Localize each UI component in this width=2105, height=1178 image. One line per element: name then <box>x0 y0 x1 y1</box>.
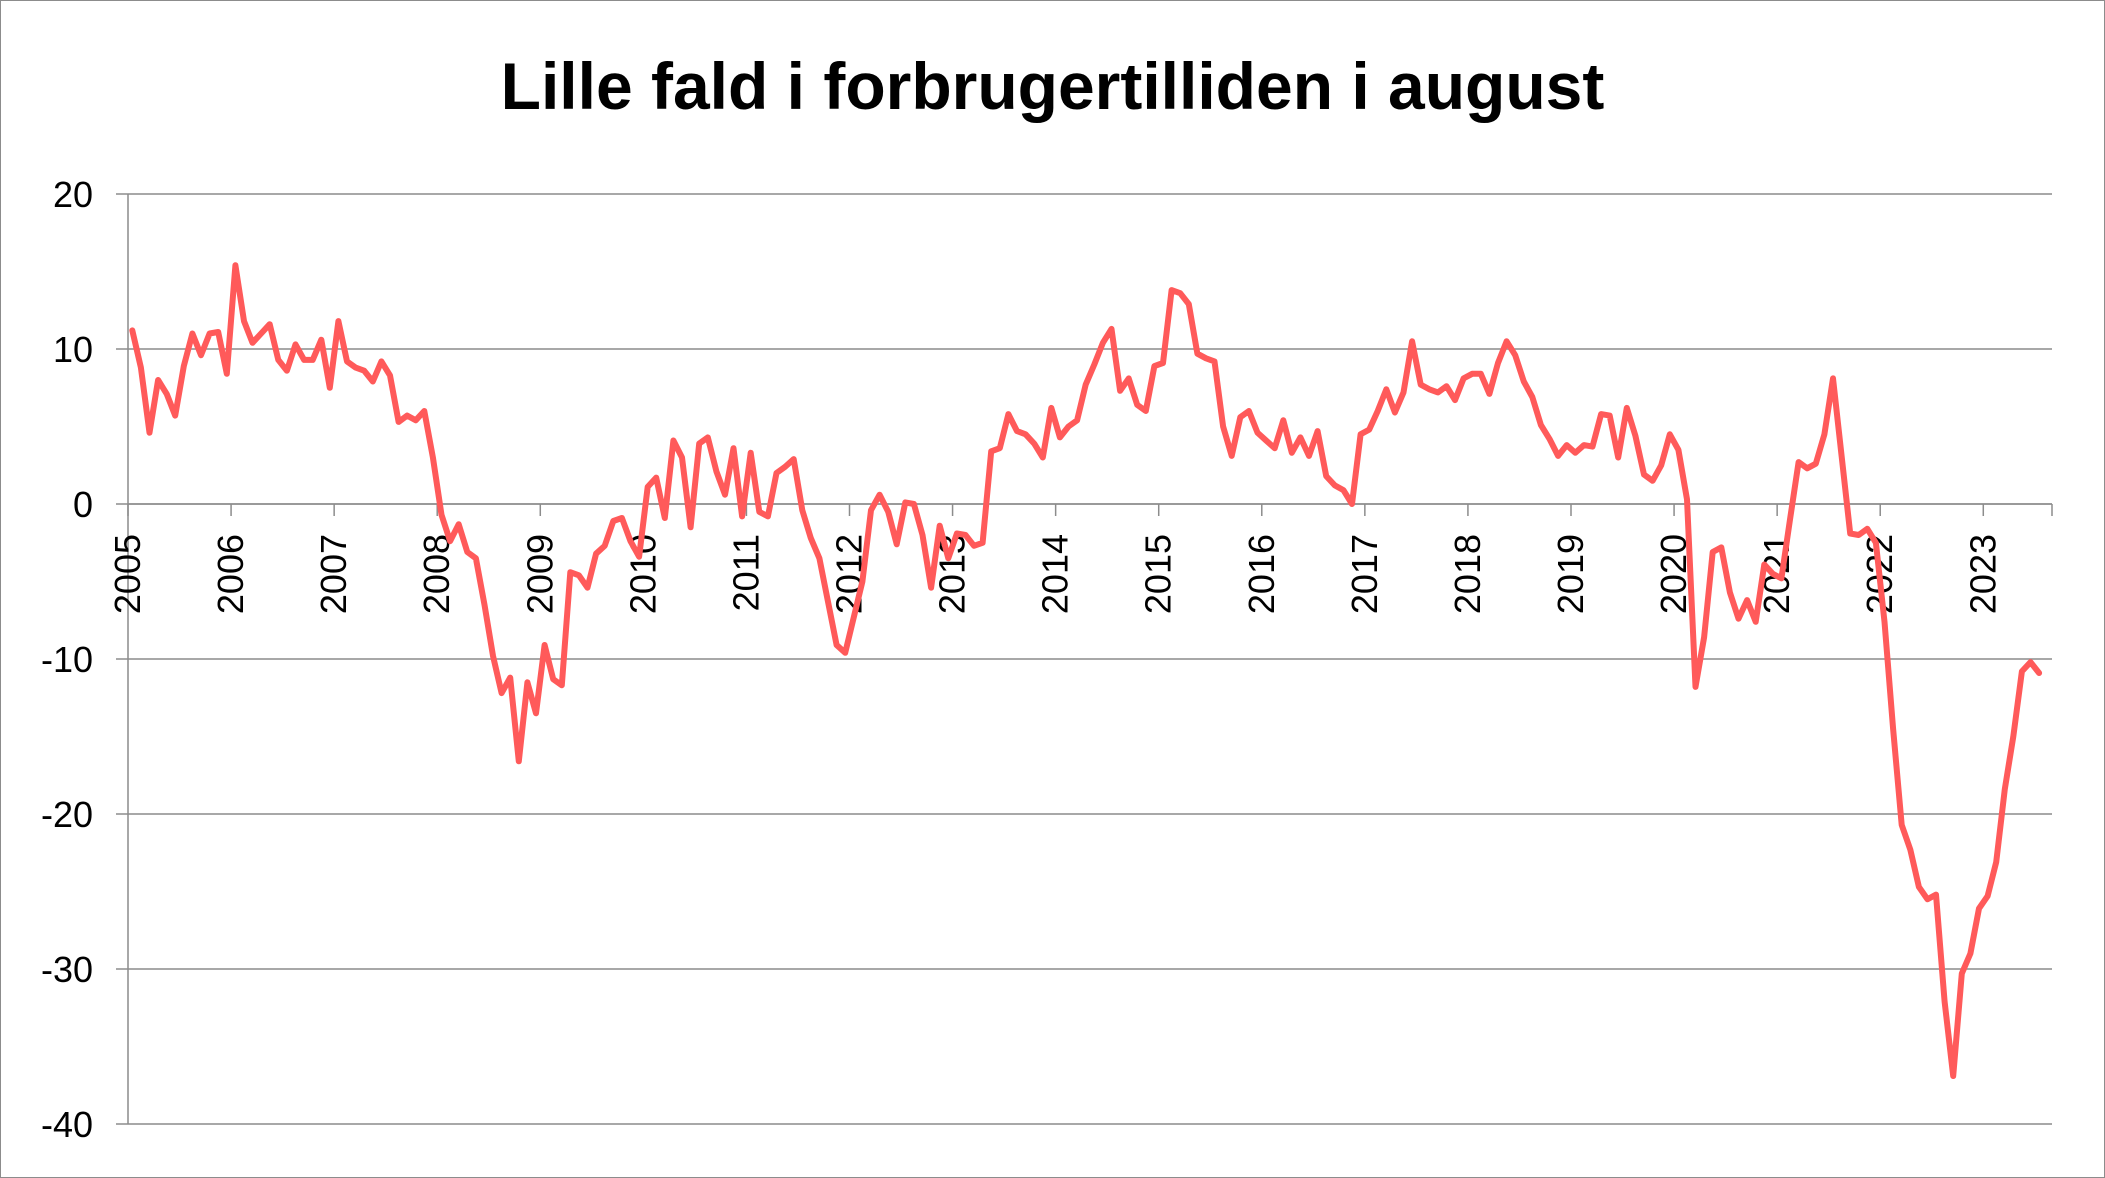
x-tick-label: 2014 <box>1035 534 1076 614</box>
axes <box>116 193 2053 1125</box>
x-tick-label: 2017 <box>1344 534 1385 614</box>
x-tick-label: 2005 <box>107 534 148 614</box>
series-group <box>129 262 2043 1079</box>
x-tick-label: 2015 <box>1138 534 1179 614</box>
gridlines <box>128 193 2052 1125</box>
y-tick-label: 20 <box>53 174 93 215</box>
x-tick-label: 2006 <box>210 534 251 614</box>
y-tick-labels: 20 10 0 -10 -20 -30 -40 <box>41 174 93 1145</box>
x-tick-labels: 2005 2006 2007 2008 2009 2010 2011 2012 2013 2014… <box>107 534 2003 614</box>
series-line <box>129 262 2043 1079</box>
x-tick-label: 2008 <box>416 534 457 614</box>
x-tick-label: 2019 <box>1550 534 1591 614</box>
y-tick-label: -20 <box>41 794 93 835</box>
y-tick-label: -10 <box>41 639 93 680</box>
x-tick-label: 2023 <box>1962 534 2003 614</box>
y-tick-label: 0 <box>73 484 93 525</box>
y-tick-label: -30 <box>41 949 93 990</box>
y-tick-label: 10 <box>53 329 93 370</box>
x-tick-label: 2018 <box>1447 534 1488 614</box>
x-tick-label: 2007 <box>313 534 354 614</box>
y-tick-label: -40 <box>41 1104 93 1145</box>
x-tick-label: 2016 <box>1241 534 1282 614</box>
chart-title: Lille fald i forbrugertilliden i august <box>500 49 1605 123</box>
x-tick-label: 2011 <box>725 534 766 611</box>
x-tick-label: 2009 <box>519 534 560 614</box>
